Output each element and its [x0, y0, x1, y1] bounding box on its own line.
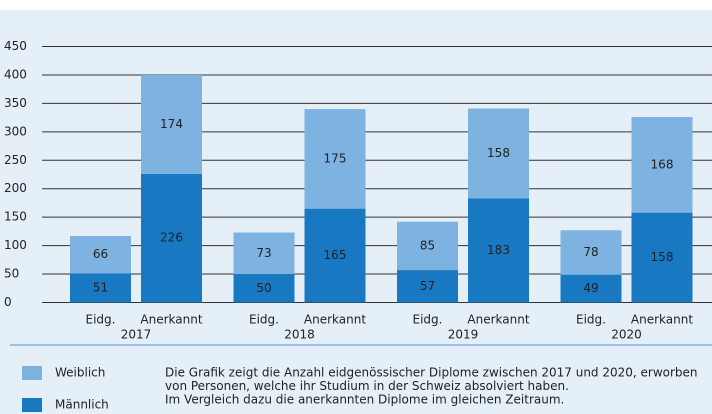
- bar-segment: [631, 212, 693, 303]
- bar-segment: [233, 274, 295, 303]
- y-tick-label: 150: [4, 210, 27, 224]
- legend-label: Weiblich: [55, 366, 105, 380]
- bar-segment: [468, 108, 529, 199]
- y-tick-label: 350: [4, 96, 27, 110]
- description-line: Im Vergleich dazu die anerkannten Diplom…: [165, 393, 564, 407]
- y-tick-label: 300: [4, 124, 27, 138]
- y-tick-label: 250: [4, 153, 27, 167]
- bar-segment: [468, 198, 529, 303]
- bar-segment: [141, 74, 202, 174]
- top-strip: [0, 0, 712, 10]
- y-tick-label: 0: [4, 295, 12, 309]
- group-label: 2017: [121, 328, 152, 342]
- bar-segment: [304, 208, 366, 303]
- x-tick-label: Anerkannt: [631, 313, 693, 327]
- legend-swatch: [22, 366, 42, 380]
- x-tick-label: Eidg.: [86, 313, 116, 327]
- description-line: von Personen, welche ihr Studium in der …: [165, 379, 569, 393]
- group-label: 2018: [284, 328, 315, 342]
- value-label: 158: [487, 146, 510, 160]
- y-tick-label: 100: [4, 238, 27, 252]
- x-tick-label: Eidg.: [249, 313, 279, 327]
- value-label: 66: [93, 247, 108, 261]
- value-label: 51: [93, 280, 108, 294]
- value-label: 158: [651, 250, 674, 264]
- y-tick-label: 50: [4, 267, 19, 281]
- bar-segment: [397, 221, 458, 271]
- x-tick-label: Anerkannt: [467, 313, 529, 327]
- bar-segment: [70, 235, 131, 274]
- x-tick-label: Eidg.: [576, 313, 606, 327]
- value-label: 165: [324, 248, 347, 262]
- legend-swatch: [22, 398, 42, 412]
- bar-segment: [233, 232, 295, 275]
- value-label: 57: [420, 279, 435, 293]
- value-label: 49: [583, 281, 598, 295]
- bar-segment: [560, 230, 622, 275]
- value-label: 50: [256, 281, 271, 295]
- legend-label: Männlich: [55, 398, 109, 412]
- bar-segment: [141, 173, 202, 303]
- x-tick-label: Anerkannt: [140, 313, 202, 327]
- value-label: 175: [324, 151, 347, 165]
- y-tick-label: 200: [4, 181, 27, 195]
- bar-segment: [631, 117, 693, 213]
- value-label: 85: [420, 238, 435, 252]
- y-tick-label: 450: [4, 39, 27, 53]
- value-label: 78: [583, 245, 598, 259]
- bar-segment: [70, 273, 131, 303]
- bar-segment: [397, 270, 458, 303]
- x-tick-label: Eidg.: [413, 313, 443, 327]
- bar-segment: [304, 109, 366, 209]
- bar-segment: [560, 274, 622, 303]
- x-tick-label: Anerkannt: [304, 313, 366, 327]
- value-label: 73: [256, 246, 271, 260]
- group-label: 2019: [448, 328, 479, 342]
- value-label: 174: [160, 117, 183, 131]
- value-label: 226: [160, 231, 183, 245]
- value-label: 168: [651, 157, 674, 171]
- value-label: 183: [487, 243, 510, 257]
- y-tick-label: 400: [4, 67, 27, 81]
- group-label: 2020: [611, 328, 642, 342]
- description-line: Die Grafik zeigt die Anzahl eidgenössisc…: [165, 366, 698, 380]
